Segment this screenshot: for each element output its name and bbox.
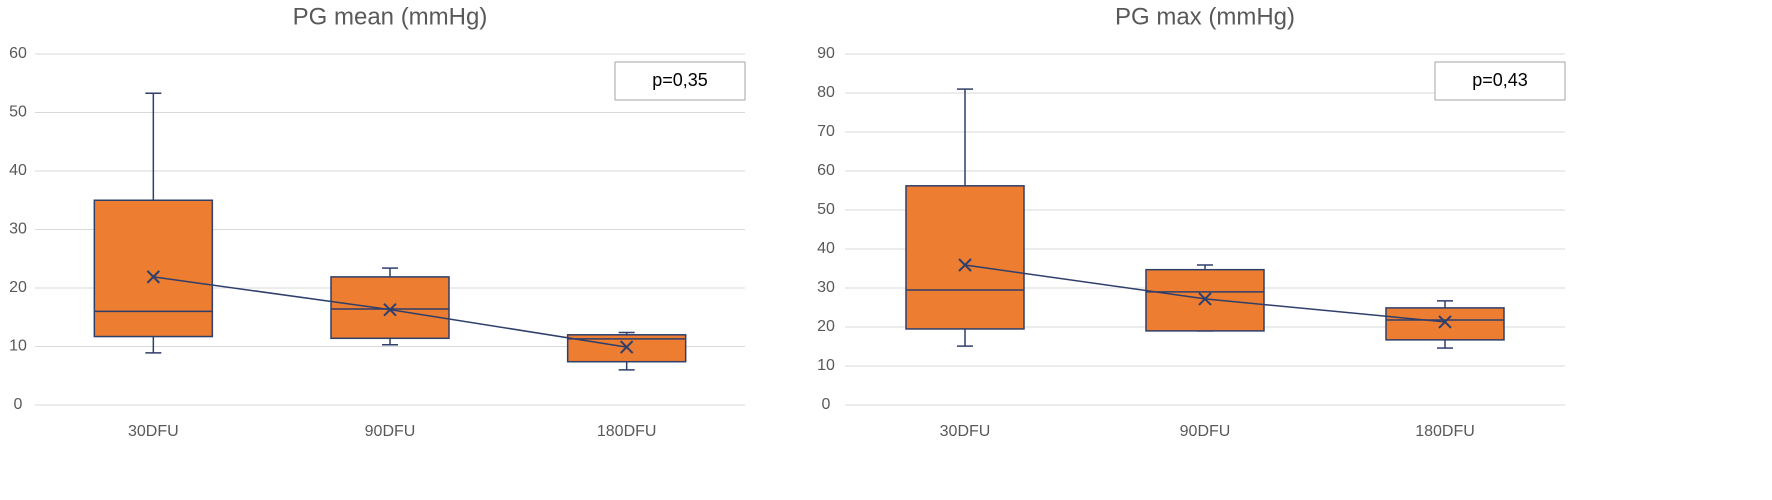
y-tick-label: 20 bbox=[817, 318, 835, 335]
box bbox=[93, 199, 214, 338]
mean-marker bbox=[619, 340, 634, 354]
annotation: p=0,35 bbox=[652, 70, 708, 90]
y-tick-label: 30 bbox=[9, 221, 27, 238]
x-tick-label: 90DFU bbox=[365, 423, 416, 440]
y-tick-label: 10 bbox=[817, 357, 835, 374]
y-tick-label: 60 bbox=[9, 45, 27, 62]
annotation-box bbox=[614, 61, 746, 101]
box bbox=[905, 185, 1025, 330]
annotation: p=0,43 bbox=[1472, 70, 1528, 90]
mean-marker bbox=[146, 270, 161, 284]
x-tick-label: 30DFU bbox=[940, 423, 991, 440]
chart-title: PG mean (mmHg) bbox=[293, 3, 488, 30]
y-tick-label: 40 bbox=[817, 240, 835, 257]
x-tick-label: 180DFU bbox=[1415, 423, 1475, 440]
y-tick-label: 10 bbox=[9, 338, 27, 355]
y-tick-label: 90 bbox=[817, 45, 835, 62]
box bbox=[1385, 307, 1505, 341]
annotation-box bbox=[1434, 61, 1566, 101]
y-tick-label: 50 bbox=[817, 201, 835, 218]
x-tick-label: 180DFU bbox=[597, 423, 657, 440]
chart: PG mean (mmHg) 0 10 20 30 40 50 60 30DFU 90DFU 180… bbox=[9, 3, 746, 440]
chart-title: PG max (mmHg) bbox=[1115, 3, 1295, 30]
y-tick-label: 70 bbox=[817, 123, 835, 140]
y-tick-label: 60 bbox=[817, 162, 835, 179]
y-tick-label: 50 bbox=[9, 104, 27, 121]
y-tick-label: 40 bbox=[9, 162, 27, 179]
mean-marker bbox=[1438, 315, 1452, 329]
y-tick-label: 0 bbox=[14, 396, 23, 413]
chart: PG max (mmHg) 0 10 20 30 40 50 60 70 80 90 30DFU 90D… bbox=[817, 3, 1566, 440]
y-tick-label: 0 bbox=[822, 396, 831, 413]
y-tick-label: 20 bbox=[9, 279, 27, 296]
y-tick-label: 80 bbox=[817, 84, 835, 101]
x-tick-label: 90DFU bbox=[1180, 423, 1231, 440]
x-tick-label: 30DFU bbox=[128, 423, 179, 440]
mean-marker bbox=[1198, 292, 1212, 306]
box bbox=[330, 276, 450, 340]
y-tick-label: 30 bbox=[817, 279, 835, 296]
mean-marker bbox=[383, 302, 397, 317]
mean-marker bbox=[958, 258, 972, 272]
